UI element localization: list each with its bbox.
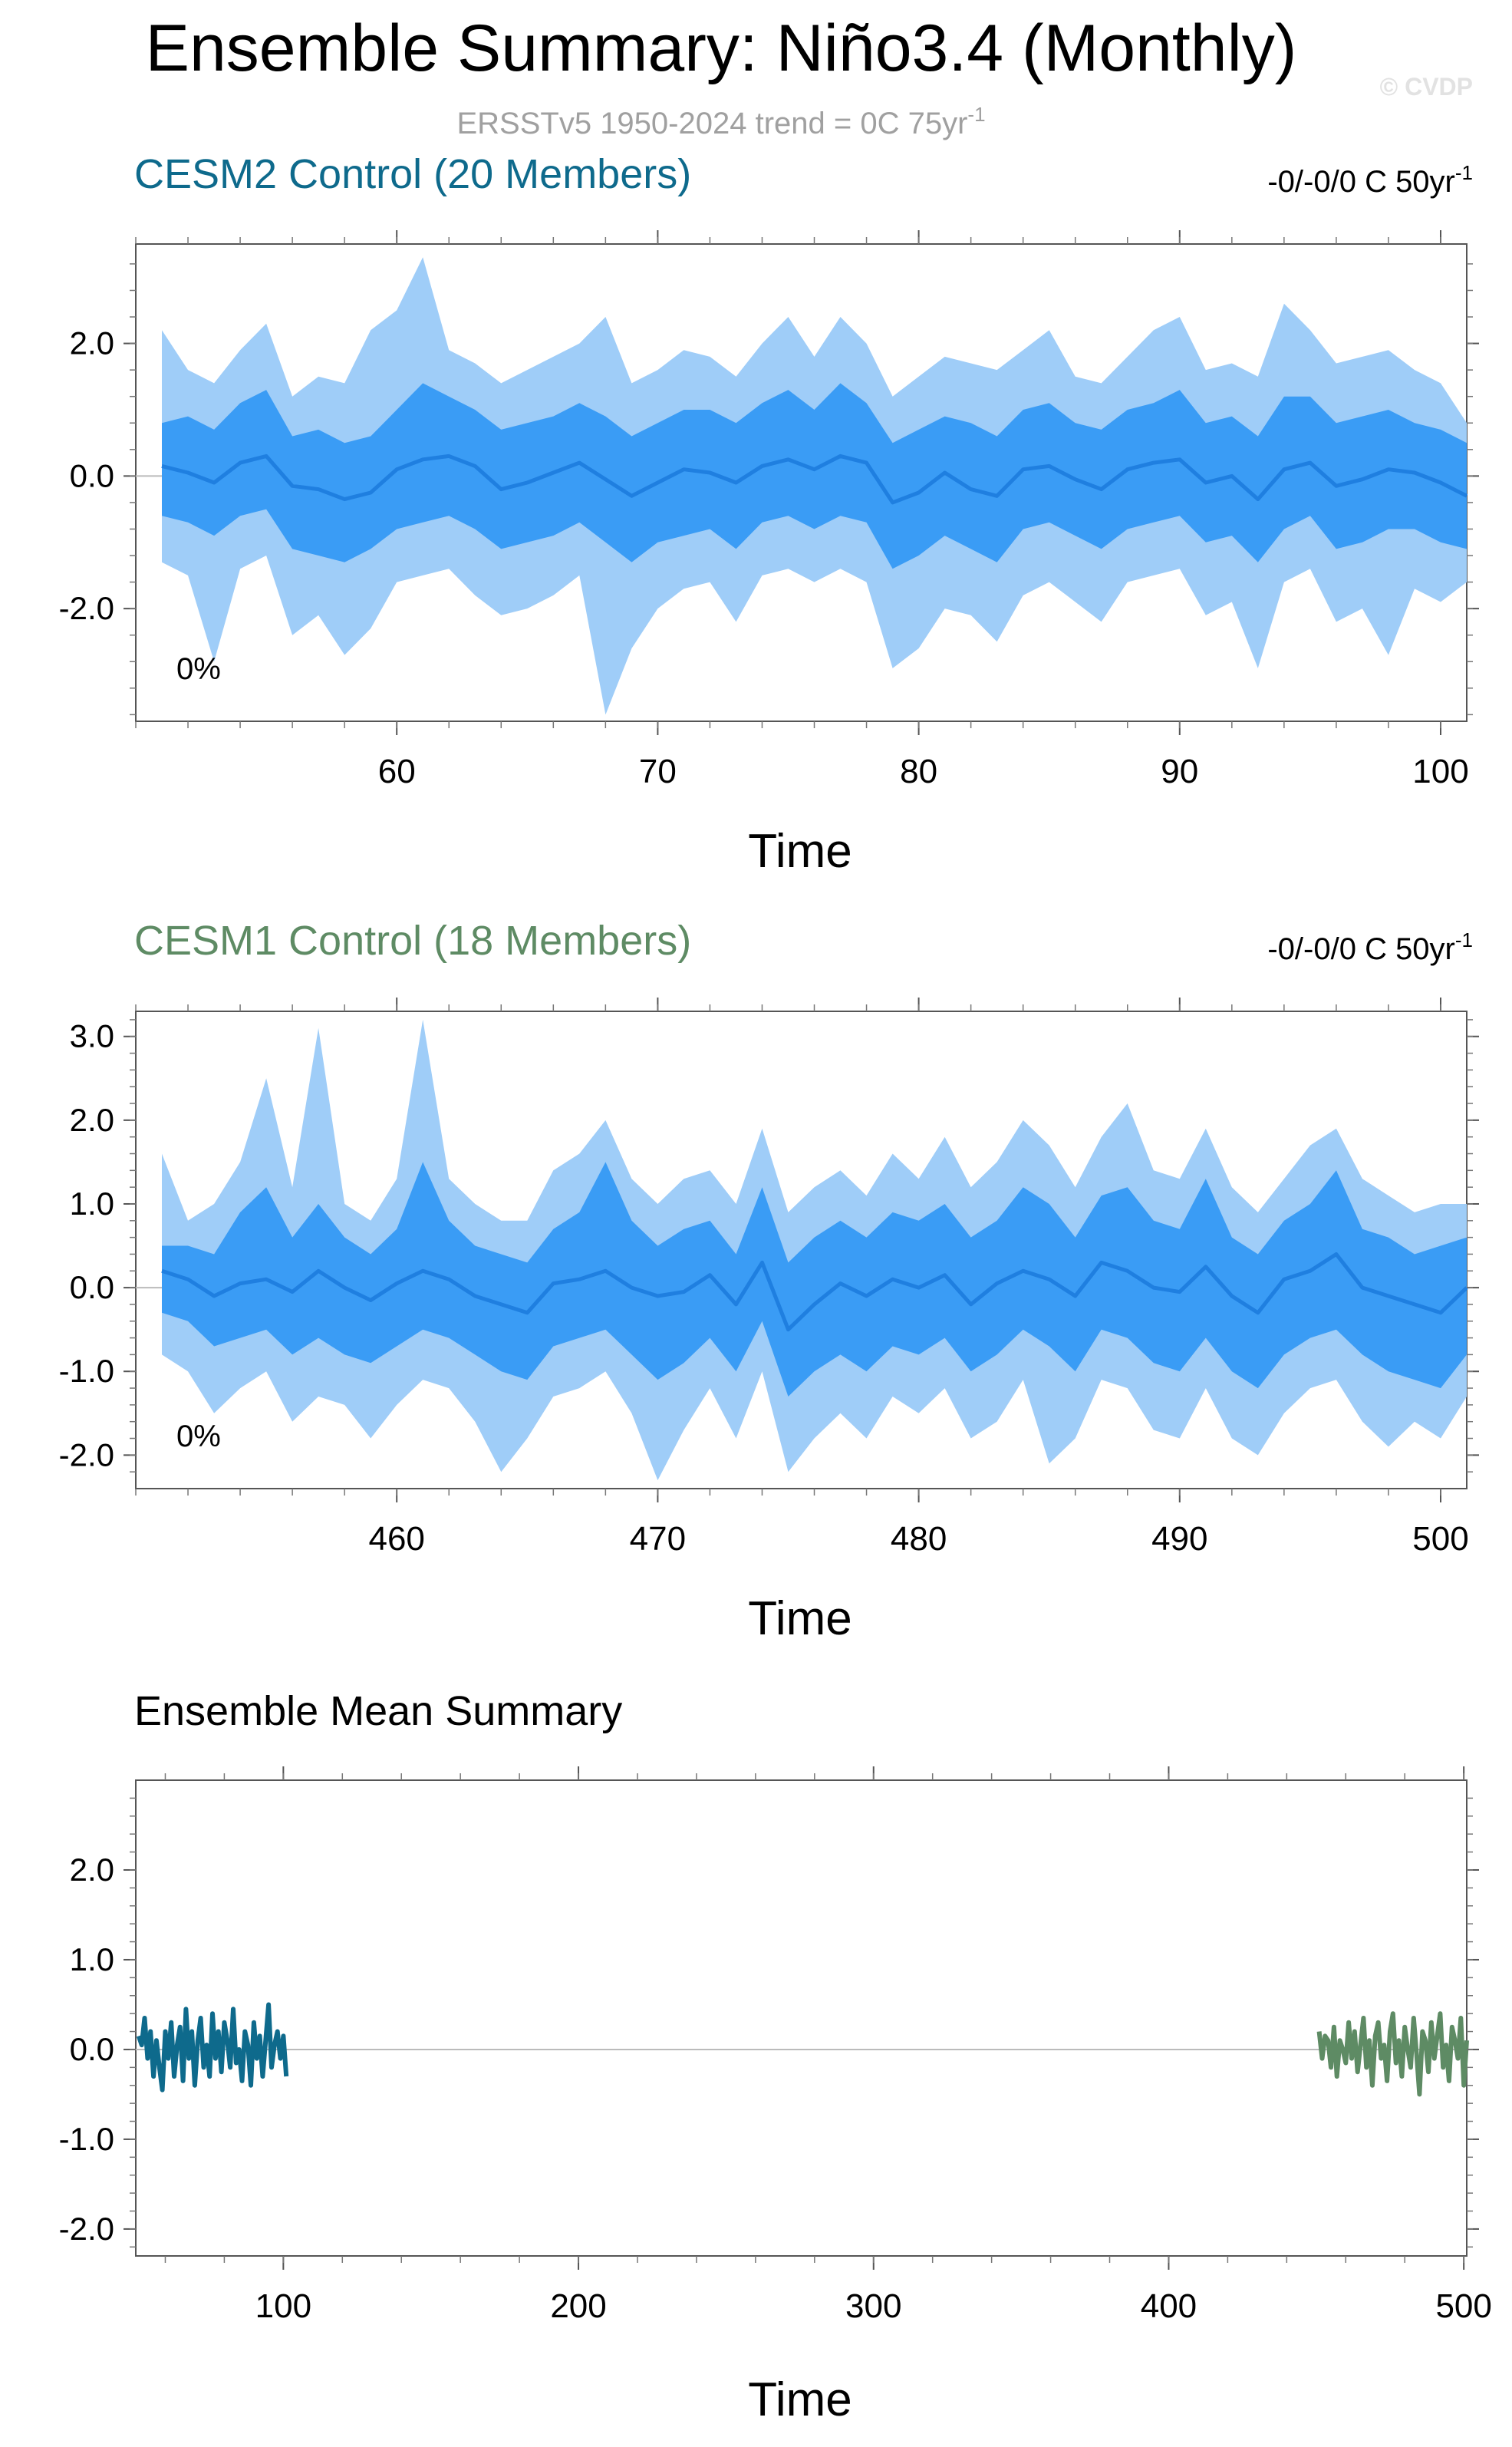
y-tick-label: 2.0 [70, 1102, 114, 1138]
y-tick-label: -1.0 [59, 2121, 114, 2157]
inner-band-cesm2 [162, 383, 1467, 569]
x-tick-label: 60 [378, 753, 416, 790]
subtitle: ERSSTv5 1950-2024 trend = 0C 75yr-1 [456, 103, 985, 140]
watermark: © CVDP [1380, 73, 1473, 101]
subtitle-sup: -1 [967, 103, 985, 126]
y-tick-label: 2.0 [70, 325, 114, 361]
x-axis-label-cesm1: Time [748, 1592, 852, 1645]
x-tick-label: 90 [1161, 753, 1198, 790]
y-tick-label: -2.0 [59, 2211, 114, 2247]
trend-label-cesm2: -0/-0/0 C 50yr-1 [1267, 161, 1473, 199]
x-tick-label: 400 [1141, 2287, 1197, 2325]
y-tick-label: -2.0 [59, 590, 114, 626]
panel-mean: Ensemble Mean Summary -2.0 -1.0 0.0 1.0 2.0 1… [59, 1688, 1492, 2426]
x-tick-label: 500 [1412, 1520, 1468, 1558]
plot-area-mean: -2.0 -1.0 0.0 1.0 2.0 100 200 300 400 500 [59, 1766, 1492, 2325]
trend-sup-cesm1: -1 [1455, 928, 1473, 951]
y-tick-label: -1.0 [59, 1353, 114, 1389]
panel-title-cesm1: CESM1 Control (18 Members) [134, 918, 691, 964]
trend-label-cesm1: -0/-0/0 C 50yr-1 [1267, 928, 1473, 966]
panel-title-cesm2: CESM2 Control (20 Members) [134, 151, 691, 197]
y-tick-label: 0.0 [70, 1269, 114, 1305]
percent-label-cesm1: 0% [176, 1420, 221, 1453]
y-tick-label: 3.0 [70, 1018, 114, 1054]
x-axis-label-mean: Time [748, 2373, 852, 2426]
x-tick-label: 70 [639, 753, 677, 790]
x-tick-label: 480 [891, 1520, 947, 1558]
trend-text-cesm1: -0/-0/0 C 50yr [1267, 932, 1455, 966]
plot-frame [135, 1779, 1468, 2257]
x-tick-label: 300 [845, 2287, 901, 2325]
y-tick-label: 1.0 [70, 1186, 114, 1222]
x-tick-label: 200 [550, 2287, 606, 2325]
subtitle-text: ERSSTv5 1950-2024 trend = 0C 75yr [456, 107, 967, 140]
inner-band-cesm1 [162, 1162, 1467, 1397]
x-tick-label: 470 [630, 1520, 686, 1558]
series-line-mean-0 [136, 2002, 289, 2092]
panel-cesm2: CESM2 Control (20 Members) -0/-0/0 C 50y… [59, 151, 1479, 878]
percent-label-cesm2: 0% [176, 652, 221, 686]
y-tick-label: 0.0 [70, 2031, 114, 2067]
panel-title-mean: Ensemble Mean Summary [134, 1688, 622, 1734]
x-tick-label: 500 [1435, 2287, 1491, 2325]
plot-area-cesm2: -2.0 0.0 2.0 60 70 80 90 100 [59, 230, 1479, 790]
trend-sup-cesm2: -1 [1455, 161, 1473, 184]
x-axis-label-cesm2: Time [748, 825, 852, 878]
series-line-cesm1-0 [161, 1252, 1468, 1332]
y-tick-label: 0.0 [70, 457, 114, 493]
y-tick-label: -2.0 [59, 1436, 114, 1472]
trend-text-cesm2: -0/-0/0 C 50yr [1267, 165, 1455, 199]
x-tick-label: 80 [900, 753, 937, 790]
x-tick-label: 100 [255, 2287, 311, 2325]
series-line-cesm2-0 [161, 453, 1468, 505]
panel-cesm1: CESM1 Control (18 Members) -0/-0/0 C 50y… [59, 918, 1479, 1645]
x-tick-label: 490 [1151, 1520, 1207, 1558]
figure-title: Ensemble Summary: Niño3.4 (Monthly) [146, 12, 1297, 85]
y-tick-label: 1.0 [70, 1941, 114, 1977]
y-tick-label: 2.0 [70, 1852, 114, 1888]
plot-area-cesm1: -2.0 -1.0 0.0 1.0 2.0 3.0 460 470 480 490 500 [59, 998, 1479, 1558]
x-tick-label: 460 [368, 1520, 424, 1558]
x-tick-label: 100 [1412, 753, 1468, 790]
series-line-mean-1 [1316, 2011, 1469, 2097]
